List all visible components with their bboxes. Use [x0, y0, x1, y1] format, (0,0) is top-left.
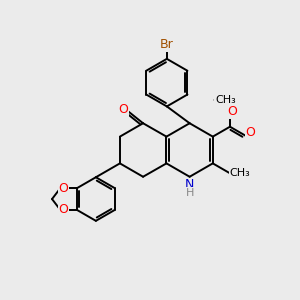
Text: Br: Br: [160, 38, 174, 52]
Text: CH₃: CH₃: [230, 168, 250, 178]
Text: O: O: [245, 126, 255, 139]
Text: O: O: [118, 103, 128, 116]
Text: H: H: [185, 188, 194, 198]
Text: CH₃: CH₃: [215, 95, 236, 105]
Text: O: O: [58, 182, 68, 195]
Text: N: N: [185, 178, 194, 191]
Text: O: O: [58, 203, 68, 216]
Text: O: O: [227, 105, 237, 119]
